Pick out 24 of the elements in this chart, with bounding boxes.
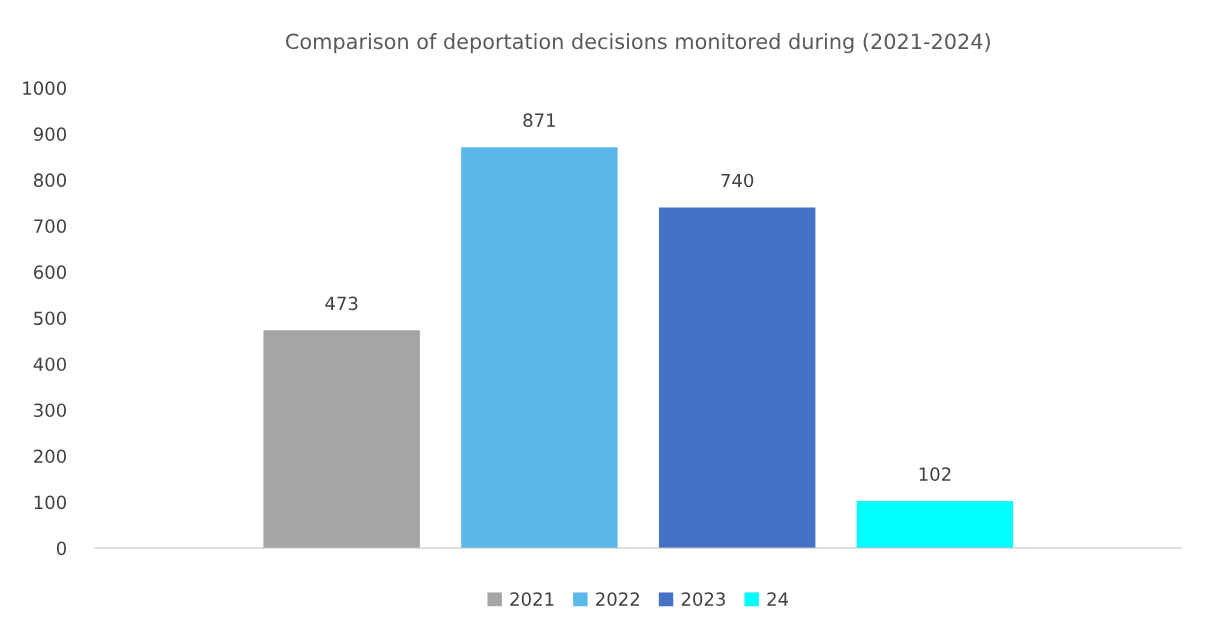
data-label: 102 xyxy=(919,467,951,481)
y-tick-label: 1000 xyxy=(23,81,67,95)
bar xyxy=(461,147,618,549)
data-label: 871 xyxy=(523,113,555,128)
y-tick-label: 900 xyxy=(33,127,67,141)
legend-label: 2021 xyxy=(510,592,554,606)
y-tick-label: 0 xyxy=(56,541,67,556)
y-tick-label: 500 xyxy=(34,311,67,326)
y-tick-label: 400 xyxy=(33,357,67,372)
chart-title: Comparison of deportation decisions monitored during (2021-2024) xyxy=(286,33,990,54)
y-tick-label: 100 xyxy=(34,495,67,510)
data-label: 473 xyxy=(325,296,358,311)
y-tick-label: 300 xyxy=(34,403,67,418)
bar xyxy=(263,330,420,549)
y-tick-label: 200 xyxy=(34,449,67,464)
y-tick-label: 700 xyxy=(34,219,67,233)
legend-label: 2023 xyxy=(681,592,725,606)
bar xyxy=(658,207,816,549)
legend-label: 2022 xyxy=(596,592,639,606)
legend-label: 24 xyxy=(767,592,789,606)
y-tick-label: 800 xyxy=(33,173,67,187)
y-tick-label: 600 xyxy=(34,265,67,280)
bar xyxy=(856,501,1014,549)
data-label: 740 xyxy=(721,173,754,188)
